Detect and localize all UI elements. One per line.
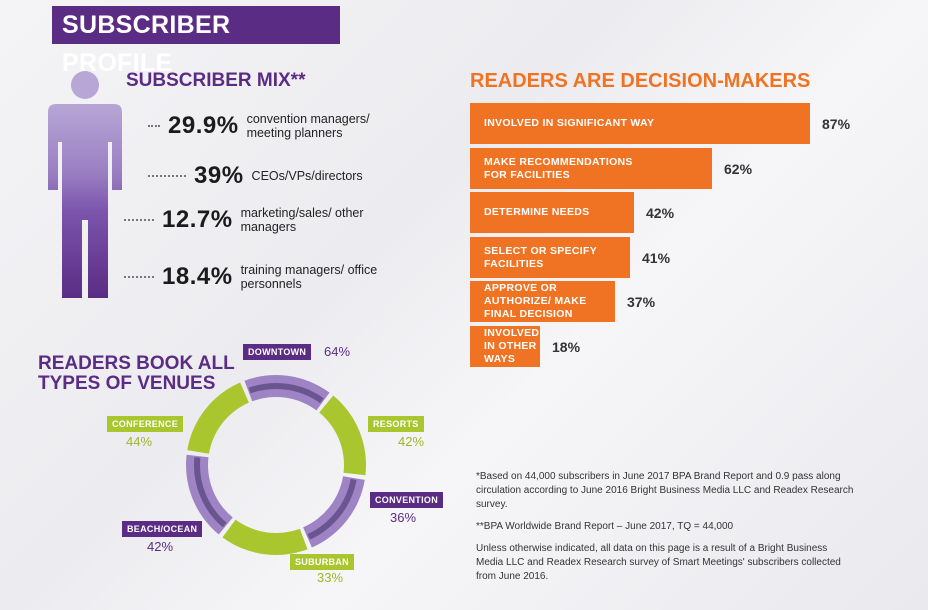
mix-row-ceos: 39% CEOs/VPs/directors xyxy=(148,162,402,190)
venue-segment-band xyxy=(307,478,357,540)
venue-pct-downtown: 64% xyxy=(324,344,351,359)
venue-segment-suburban xyxy=(222,519,308,555)
venue-pct-convention: 36% xyxy=(390,510,417,525)
mix-label: marketing/sales/ other managers xyxy=(240,206,364,234)
mix-pct: 12.7% xyxy=(162,206,233,233)
mix-label: training managers/ office personnels xyxy=(240,263,378,291)
venue-pct-conference: 44% xyxy=(126,434,153,449)
page-title: SUBSCRIBER PROFILE xyxy=(62,11,231,77)
decision-bar-other: INVOLVED IN OTHER WAYS xyxy=(470,326,540,367)
footnote-1: *Based on 44,000 subscribers in June 201… xyxy=(476,471,854,510)
bar-label: INVOLVED IN SIGNIFICANT WAY xyxy=(484,117,655,129)
venue-label-conference: CONFERENCE xyxy=(107,416,184,432)
mix-row-training: 18.4% training managers/ office personne… xyxy=(124,263,391,291)
mix-row-meeting-planners: 29.9% convention managers/ meeting plann… xyxy=(148,112,397,140)
venues-title-line2: TYPES OF VENUES xyxy=(38,373,216,394)
decision-value: 42% xyxy=(646,205,675,221)
venue-segment-downtown xyxy=(244,375,330,411)
decision-value: 87% xyxy=(822,116,851,132)
venue-segment-band xyxy=(194,457,227,528)
venue-segment-conference xyxy=(187,382,249,454)
venues-title-line1: READERS BOOK ALL xyxy=(38,353,235,374)
decision-value: 37% xyxy=(627,294,656,310)
decision-makers-title: READERS ARE DECISION-MAKERS xyxy=(470,70,811,92)
bar-label: MAKE RECOMMENDATIONS FOR FACILITIES xyxy=(484,155,633,181)
footnote-2: **BPA Worldwide Brand Report – June 2017… xyxy=(476,521,734,532)
decision-bar-recommend: MAKE RECOMMENDATIONS FOR FACILITIES xyxy=(470,148,712,189)
venues-title: READERS BOOK ALL TYPES OF VENUES xyxy=(38,354,235,394)
footnote-3: Unless otherwise indicated, all data on … xyxy=(476,543,841,582)
leader-dots xyxy=(148,175,186,177)
venue-segment-resorts xyxy=(319,395,366,476)
bar-label: INVOLVED IN OTHER WAYS xyxy=(484,327,540,365)
bar-label: DETERMINE NEEDS xyxy=(484,206,590,218)
mix-pct: 29.9% xyxy=(168,112,239,139)
decision-value: 18% xyxy=(552,339,581,355)
venue-pct-suburban: 33% xyxy=(317,570,344,585)
mix-label: convention managers/ meeting planners xyxy=(246,112,370,140)
venue-pct-beach-ocean: 42% xyxy=(147,539,174,554)
venue-label-beach-ocean: BEACH/OCEAN xyxy=(122,521,203,537)
bar-label: APPROVE OR AUTHORIZE/ MAKE FINAL DECISIO… xyxy=(484,282,587,320)
venue-ring-chart xyxy=(186,375,366,555)
decision-bar-approve: APPROVE OR AUTHORIZE/ MAKE FINAL DECISIO… xyxy=(470,281,615,322)
mix-row-marketing: 12.7% marketing/sales/ other managers xyxy=(124,206,391,234)
mix-pct: 18.4% xyxy=(162,263,233,290)
leader-dots xyxy=(148,125,160,127)
page-title-banner: SUBSCRIBER PROFILE xyxy=(52,6,340,77)
mix-pct: 39% xyxy=(194,162,244,189)
decision-bar-significant: INVOLVED IN SIGNIFICANT WAY xyxy=(470,103,810,144)
mix-label: CEOs/VPs/directors xyxy=(251,169,363,183)
person-icon xyxy=(48,71,122,298)
bar-label: SELECT OR SPECIFY FACILITIES xyxy=(484,244,597,270)
venue-label-convention: CONVENTION xyxy=(370,492,444,508)
venue-label-resorts: RESORTS xyxy=(368,416,424,432)
subscriber-mix-title: SUBSCRIBER MIX** xyxy=(126,70,306,91)
decision-bar-select: SELECT OR SPECIFY FACILITIES xyxy=(470,237,630,278)
venue-segment-band xyxy=(248,383,324,404)
decision-bar-determine: DETERMINE NEEDS xyxy=(470,192,634,233)
venue-label-downtown: DOWNTOWN xyxy=(243,344,312,360)
decision-value: 62% xyxy=(724,161,753,177)
footnotes: *Based on 44,000 subscribers in June 201… xyxy=(476,470,856,592)
venue-label-suburban: SUBURBAN xyxy=(290,554,354,570)
venue-pct-resorts: 42% xyxy=(398,434,425,449)
leader-dots xyxy=(124,219,154,221)
leader-dots xyxy=(124,276,154,278)
decision-value: 41% xyxy=(642,250,671,266)
